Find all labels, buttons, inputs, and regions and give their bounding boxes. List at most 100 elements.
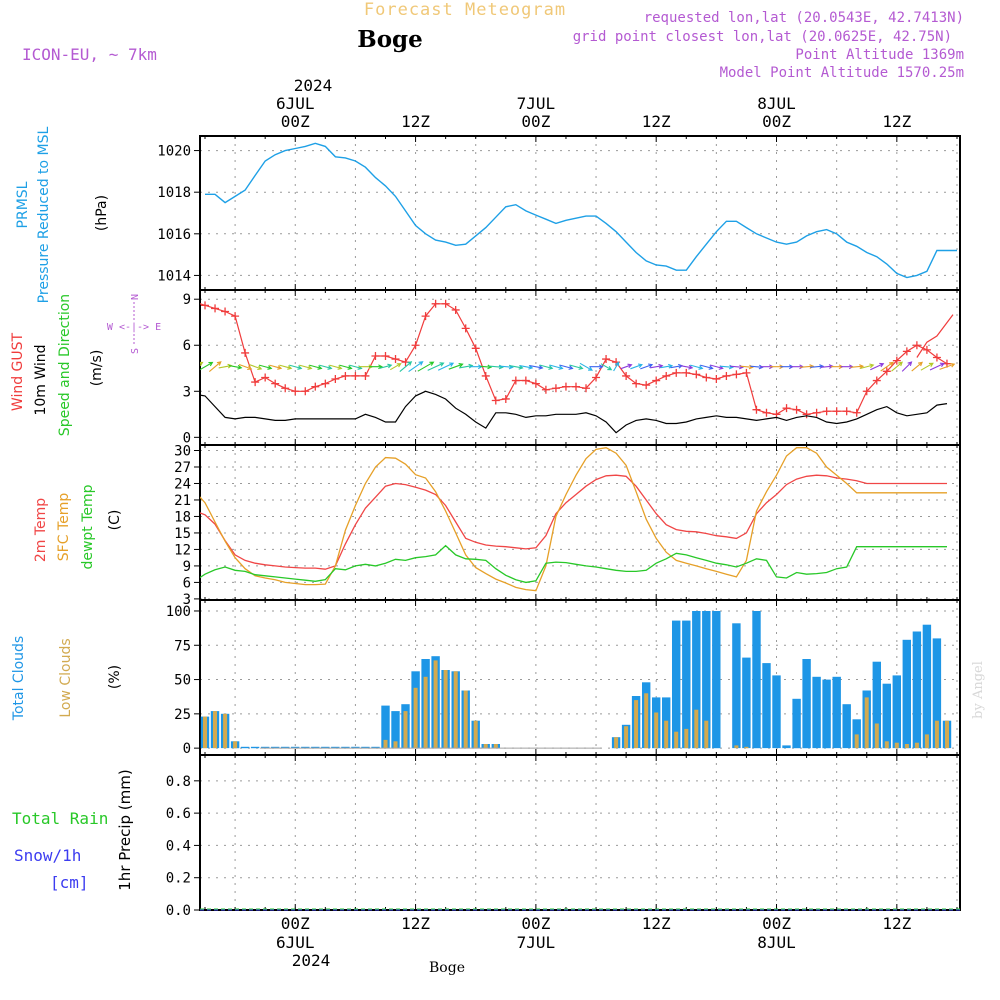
- pressure-line: [205, 142, 957, 279]
- total-cloud-bar: [852, 719, 861, 749]
- wind-arrow: [660, 363, 674, 369]
- gust-marker: [311, 382, 320, 391]
- gust-marker: [341, 371, 350, 380]
- clouds-unit-label: (%): [107, 665, 123, 689]
- gust-marker: [692, 370, 701, 379]
- wind-arrow: [269, 364, 283, 370]
- gust-marker: [852, 408, 861, 417]
- low-cloud-bar: [924, 734, 929, 749]
- sfc-temp-label: SFC Temp: [56, 493, 72, 562]
- total-cloud-bar: [762, 663, 771, 749]
- low-cloud-bar: [624, 726, 629, 749]
- gust-marker: [642, 381, 651, 390]
- gust-marker: [491, 396, 500, 405]
- gust-marker: [662, 371, 671, 380]
- pressure-panel: PRMSL Pressure Reduced to MSL (hPa) 1014…: [15, 126, 961, 303]
- wind-arrow: [850, 364, 865, 369]
- wind-arrow: [200, 361, 204, 367]
- total-cloud-bar: [892, 675, 901, 749]
- gust-marker: [331, 375, 340, 384]
- gust-marker: [511, 376, 520, 385]
- gust-marker: [792, 405, 801, 414]
- wind-arrow: [208, 361, 222, 373]
- gust-marker: [211, 304, 220, 313]
- total-cloud-bar: [772, 675, 781, 749]
- wind-arrow: [620, 363, 633, 370]
- t2m-label: 2m Temp: [33, 498, 49, 562]
- wind-arrow: [559, 364, 574, 370]
- gust-marker: [892, 356, 901, 365]
- total-cloud-bar: [792, 698, 801, 749]
- chart-kind-title: Forecast Meteogram: [364, 0, 566, 20]
- gust-marker: [602, 355, 611, 364]
- wind-arrow: [390, 363, 402, 371]
- wind-arrow: [369, 364, 384, 370]
- wind-arrow: [319, 364, 333, 370]
- low-cloud-bar: [433, 660, 438, 749]
- gust-marker: [421, 312, 430, 321]
- y-tick-label: 9: [183, 559, 191, 575]
- wind-arrow: [880, 361, 894, 372]
- pressure-desc-label: Pressure Reduced to MSL: [36, 126, 52, 303]
- y-tick-label: 18: [174, 509, 191, 525]
- wind-arrow: [258, 364, 273, 370]
- gust-marker: [782, 404, 791, 413]
- wind-arrow: [613, 361, 620, 372]
- total-cloud-bar: [932, 638, 942, 749]
- pressure-unit-label: (hPa): [94, 195, 110, 231]
- y-tick-label: 21: [174, 493, 191, 509]
- gust-marker: [501, 394, 510, 403]
- gust-marker: [742, 368, 751, 377]
- y-tick-label: 0: [183, 741, 191, 757]
- low-cloud-bar: [614, 737, 619, 749]
- bottom-hour-label: 00Z: [281, 914, 310, 933]
- total-cloud-bar: [291, 746, 300, 749]
- compass-north-label: N: [130, 294, 141, 300]
- total-cloud-bar: [391, 711, 400, 749]
- gust-marker: [551, 384, 560, 393]
- gust-marker: [842, 407, 851, 416]
- gust-marker: [431, 299, 440, 308]
- wind-arrow: [920, 362, 934, 371]
- gust-marker: [291, 387, 300, 396]
- gust-line: [200, 303, 948, 415]
- total-cloud-bar: [732, 623, 741, 749]
- low-cloud-bar: [674, 731, 679, 749]
- wind-arrow: [299, 364, 313, 370]
- total-cloud-bar: [682, 620, 691, 749]
- low-cloud-bar: [864, 697, 869, 749]
- wind-arrow: [459, 363, 474, 369]
- wind-arrow: [437, 362, 455, 371]
- total-cloud-bar: [271, 746, 280, 749]
- bottom-hour-label: 00Z: [762, 914, 791, 933]
- gust-marker: [872, 376, 881, 385]
- gust-marker: [732, 370, 741, 379]
- wind-arrow: [289, 364, 303, 370]
- top-year: 2024: [294, 76, 333, 95]
- low-cloud-bar: [684, 728, 689, 749]
- gust-marker: [682, 368, 691, 377]
- wind-arrow: [860, 363, 875, 370]
- panel-frame: [199, 135, 961, 291]
- total-cloud-bar: [692, 611, 701, 749]
- total-cloud-bar: [872, 661, 881, 749]
- snow-label: Snow/1h: [14, 846, 81, 865]
- gust-marker: [622, 371, 631, 380]
- compass-west-east-label: W <-|-> E: [107, 322, 161, 333]
- low-cloud-bar: [914, 742, 919, 749]
- gust-marker: [221, 307, 230, 316]
- wind-arrow: [309, 364, 323, 370]
- dewpoint-line: [200, 544, 947, 584]
- y-tick-label: 0: [183, 430, 191, 446]
- gust-marker: [391, 355, 400, 364]
- requested-coords: requested lon,lat (20.0543E, 42.7413N): [644, 10, 964, 26]
- gust-marker: [902, 347, 911, 356]
- gust-marker: [752, 405, 761, 414]
- total-cloud-bar: [191, 724, 199, 749]
- y-tick-label: 1020: [157, 144, 191, 160]
- gust-marker: [271, 379, 280, 388]
- total-cloud-bar: [922, 624, 932, 749]
- total-cloud-bar: [321, 746, 330, 749]
- low-cloud-bar: [493, 744, 498, 749]
